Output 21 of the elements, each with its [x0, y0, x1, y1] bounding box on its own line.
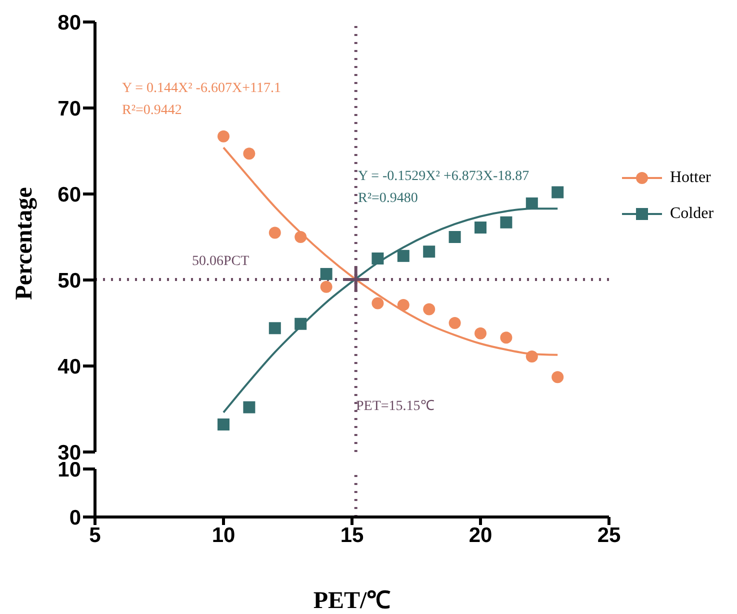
x-axis-title: PET/℃: [313, 588, 391, 614]
annotation: R²=0.9480: [358, 191, 418, 207]
annotation: PET=15.15℃: [356, 398, 434, 415]
x-tick-label: 5: [89, 524, 102, 547]
legend-label: Colder: [670, 205, 714, 223]
y-tick-label: 0: [69, 506, 81, 530]
annotation: Y = 0.144X² -6.607X+117.1: [122, 81, 281, 97]
y-axis-title: Percentage: [12, 186, 38, 302]
x-tick-label: 25: [597, 524, 621, 547]
y-tick-label: 80: [58, 11, 81, 34]
y-tick-label: 40: [58, 355, 81, 378]
y-tick-label: 70: [58, 97, 81, 120]
annotation: 50.06PCT: [192, 254, 250, 270]
annotation: Y = -0.1529X² +6.873X-18.87: [358, 169, 530, 185]
x-tick-label: 10: [212, 524, 236, 547]
x-tick-label: 15: [340, 524, 364, 547]
y-tick-label: 50: [58, 269, 81, 292]
y-tick-label: 60: [58, 183, 81, 206]
x-tick-label: 20: [468, 524, 492, 547]
annotation: R²=0.9442: [122, 103, 182, 119]
legend-label: Hotter: [670, 169, 711, 187]
